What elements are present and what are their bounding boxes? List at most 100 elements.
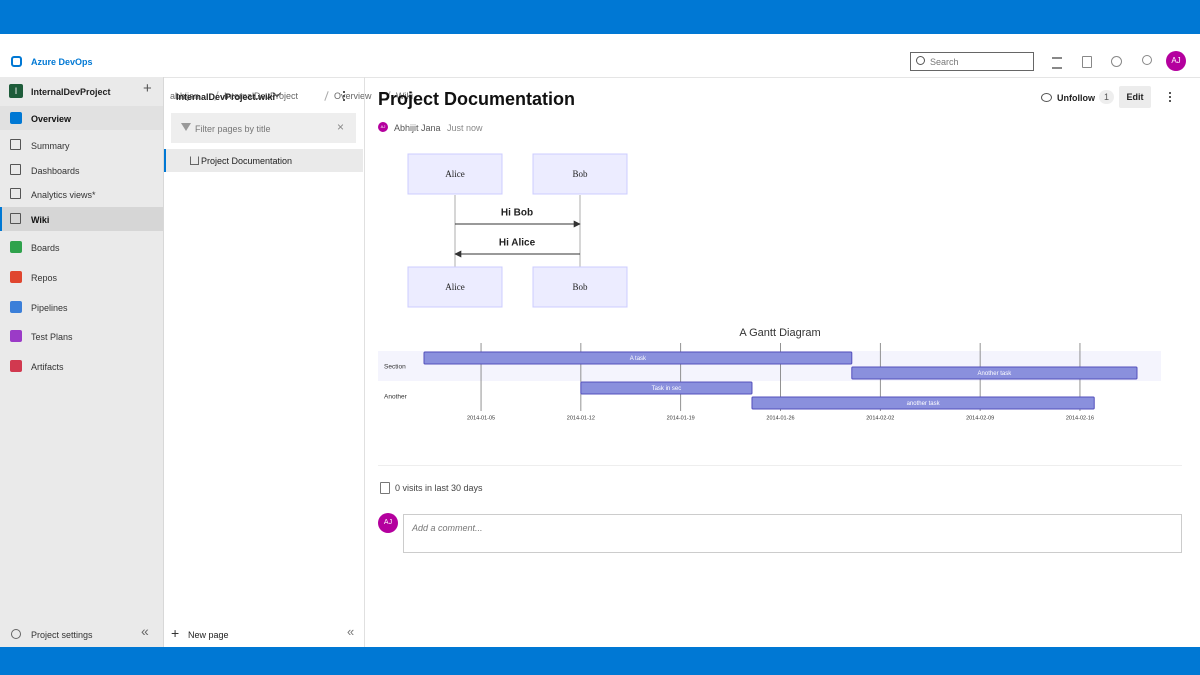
nav-selection bbox=[0, 106, 2, 130]
settings-icon[interactable] bbox=[11, 629, 21, 639]
page-name[interactable]: Project Documentation bbox=[201, 156, 293, 166]
comment-avatar: AJ bbox=[378, 513, 398, 533]
x-tick-label: 2014-01-26 bbox=[766, 415, 794, 421]
nav-icon bbox=[10, 330, 22, 342]
nav-item[interactable]: Overview bbox=[0, 106, 163, 130]
nav-label[interactable]: Repos bbox=[31, 273, 58, 283]
nav-icon bbox=[10, 271, 22, 283]
nav-label[interactable]: Overview bbox=[31, 114, 72, 124]
section-label: Another bbox=[384, 394, 408, 401]
nav-icon bbox=[10, 241, 22, 253]
author[interactable]: Abhijit Jana bbox=[394, 123, 441, 133]
user-settings-icon[interactable] bbox=[1142, 55, 1152, 65]
task-bar bbox=[751, 396, 1095, 410]
page-title: Project Documentation bbox=[378, 89, 576, 109]
task-bar bbox=[423, 351, 853, 365]
participant-label: Bob bbox=[572, 282, 588, 292]
add-icon[interactable]: + bbox=[143, 80, 152, 97]
nav-icon bbox=[10, 188, 21, 199]
visits-icon bbox=[380, 482, 390, 494]
breadcrumb-item[interactable]: Wiki bbox=[396, 91, 413, 101]
tree-more[interactable] bbox=[343, 91, 347, 101]
help-icon[interactable] bbox=[1111, 56, 1122, 67]
nav-item[interactable]: Boards bbox=[0, 235, 163, 259]
task-label: Task in sec bbox=[652, 386, 682, 392]
project-settings[interactable]: Project settings bbox=[31, 630, 93, 640]
participant-box bbox=[532, 266, 628, 308]
nav-item[interactable]: Dashboards bbox=[0, 158, 163, 182]
nav-label[interactable]: Summary bbox=[31, 141, 70, 151]
nav-label[interactable]: Boards bbox=[31, 243, 60, 253]
new-page-icon[interactable]: + bbox=[171, 625, 180, 641]
task-bar bbox=[851, 366, 1138, 380]
nav-label[interactable]: Wiki bbox=[31, 215, 50, 225]
breadcrumb-item[interactable]: InternalDevProject bbox=[224, 91, 299, 101]
new-page[interactable]: New page bbox=[188, 630, 229, 640]
author-avatar: AJ bbox=[378, 122, 388, 132]
nav-label[interactable]: Dashboards bbox=[31, 166, 80, 176]
wiki-tree: InternalDevProject.wiki Filter pages by … bbox=[164, 77, 365, 647]
tree-selection bbox=[164, 149, 166, 172]
x-tick-label: 2014-01-19 bbox=[667, 415, 695, 421]
avatar[interactable]: AJ bbox=[1166, 51, 1186, 71]
nav-item[interactable]: Summary bbox=[0, 133, 163, 157]
nav-label[interactable]: Analytics views* bbox=[31, 190, 96, 200]
nav-label[interactable]: Artifacts bbox=[31, 362, 64, 372]
participant-label: Alice bbox=[445, 169, 465, 179]
participant-label: Alice bbox=[445, 282, 465, 292]
nav-icon bbox=[10, 164, 21, 175]
follow-icon bbox=[1041, 93, 1052, 102]
page-more[interactable] bbox=[1169, 92, 1173, 102]
visits: 0 visits in last 30 days bbox=[395, 483, 483, 493]
brand-icon bbox=[11, 56, 22, 67]
task-label: another task bbox=[907, 401, 941, 407]
x-tick-label: 2014-02-16 bbox=[1066, 415, 1094, 421]
nav-icon bbox=[10, 213, 21, 224]
list-icon[interactable] bbox=[1052, 57, 1062, 69]
collapse-tree[interactable]: « bbox=[347, 624, 355, 639]
nav-item[interactable]: Repos bbox=[0, 265, 163, 289]
wiki-name[interactable]: InternalDevProject.wiki bbox=[176, 92, 276, 102]
nav-item[interactable]: Analytics views* bbox=[0, 182, 163, 206]
brand[interactable]: Azure DevOps bbox=[31, 57, 93, 67]
task-label: A task bbox=[630, 356, 647, 362]
top-band bbox=[0, 0, 1200, 34]
breadcrumb-item[interactable]: Overview bbox=[334, 91, 372, 101]
page-icon bbox=[190, 156, 199, 165]
collapse-icon[interactable]: « bbox=[141, 623, 149, 639]
x-tick-label: 2014-01-12 bbox=[567, 415, 595, 421]
comment-box[interactable]: Add a comment... bbox=[403, 514, 1182, 553]
search-placeholder: Search bbox=[930, 57, 959, 67]
search-box[interactable]: Search bbox=[910, 52, 1034, 71]
diagrams: Alice Alice Bob Bob Hi Bob Hi Alice A Gantt Di… bbox=[378, 153, 1161, 421]
nav-icon bbox=[10, 360, 22, 372]
filter-placeholder: Filter pages by title bbox=[195, 124, 271, 134]
nav-label[interactable]: Pipelines bbox=[31, 303, 68, 313]
tree-page[interactable]: Project Documentation bbox=[164, 149, 363, 172]
participant-box bbox=[407, 153, 503, 195]
bag-icon[interactable] bbox=[1082, 56, 1092, 68]
nav-label[interactable]: Test Plans bbox=[31, 332, 73, 342]
task-bar bbox=[580, 381, 753, 395]
nav-item[interactable]: Test Plans bbox=[0, 324, 163, 348]
bottom-band bbox=[0, 647, 1200, 675]
x-tick-label: 2014-02-09 bbox=[966, 415, 994, 421]
time: Just now bbox=[447, 123, 483, 133]
chart-title: A Gantt Diagram bbox=[739, 327, 820, 339]
comment-placeholder: Add a comment... bbox=[412, 523, 483, 533]
unfollow[interactable]: Unfollow bbox=[1057, 93, 1095, 103]
project-name[interactable]: InternalDevProject bbox=[31, 87, 111, 97]
filter-box[interactable]: Filter pages by title × bbox=[171, 113, 356, 143]
clear-filter[interactable]: × bbox=[337, 120, 345, 134]
nav-item[interactable]: Pipelines bbox=[0, 295, 163, 319]
participant-box bbox=[532, 153, 628, 195]
x-tick-label: 2014-01-05 bbox=[467, 415, 495, 421]
nav-icon bbox=[10, 112, 22, 124]
message-label: Hi Bob bbox=[501, 208, 533, 219]
nav-item[interactable]: Wiki bbox=[0, 207, 163, 231]
nav-item[interactable]: Artifacts bbox=[0, 354, 163, 378]
breadcrumb-item[interactable]: abhijan bbox=[170, 91, 200, 101]
edit-button[interactable]: Edit bbox=[1119, 86, 1151, 108]
